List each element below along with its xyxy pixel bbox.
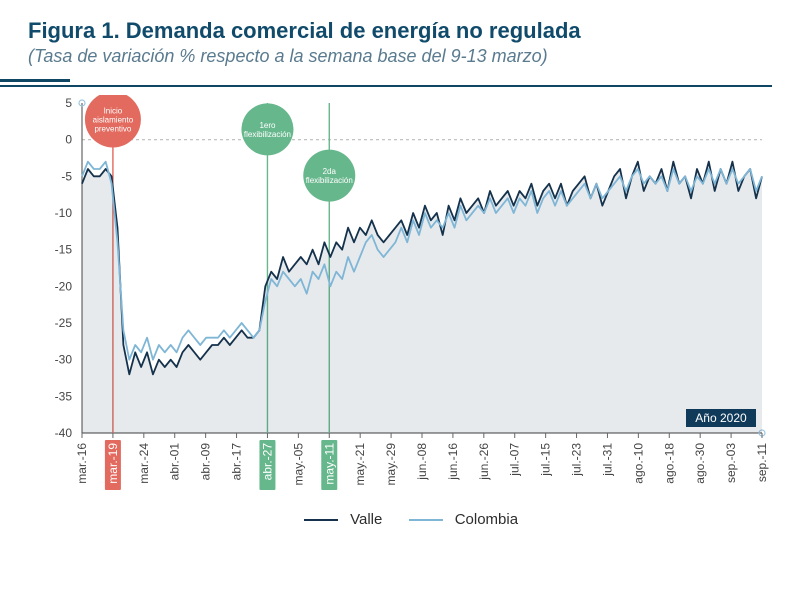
chart-subtitle: (Tasa de variación % respecto a la seman…	[28, 46, 772, 67]
svg-text:-35: -35	[55, 389, 73, 403]
svg-text:sep.-11: sep.-11	[755, 443, 769, 482]
svg-text:Año 2020: Año 2020	[695, 411, 747, 425]
svg-text:abr.-27: abr.-27	[260, 443, 274, 481]
legend-label-valle: Valle	[350, 511, 382, 528]
chart-title: Figura 1. Demanda comercial de energía n…	[28, 18, 772, 44]
svg-text:-20: -20	[55, 279, 73, 293]
svg-text:jul.-07: jul.-07	[508, 443, 522, 477]
svg-text:abr.-17: abr.-17	[230, 443, 244, 481]
svg-text:ago.-30: ago.-30	[693, 443, 707, 484]
svg-text:aislamiento: aislamiento	[93, 116, 134, 125]
svg-text:-5: -5	[61, 169, 72, 183]
svg-text:jul.-31: jul.-31	[600, 443, 614, 477]
energy-demand-chart: 5 0 -5 -10 -15 -20 -25 -30 -35 -40mar.-16 mar.-19 m…	[28, 95, 772, 505]
svg-text:flexibilización: flexibilización	[306, 176, 353, 185]
svg-text:-15: -15	[55, 243, 73, 257]
svg-text:-40: -40	[55, 426, 73, 440]
svg-text:jun.-08: jun.-08	[415, 443, 429, 481]
svg-text:jul.-15: jul.-15	[539, 443, 553, 477]
svg-text:abr.-01: abr.-01	[168, 443, 182, 481]
svg-text:1ero: 1ero	[259, 121, 276, 130]
svg-text:sep.-03: sep.-03	[724, 443, 738, 483]
svg-text:ago.-10: ago.-10	[631, 443, 645, 484]
svg-text:abr.-09: abr.-09	[199, 443, 213, 481]
svg-text:-10: -10	[55, 206, 73, 220]
svg-text:mar.-16: mar.-16	[75, 443, 89, 484]
svg-text:ago.-18: ago.-18	[662, 443, 676, 484]
svg-text:2da: 2da	[323, 167, 337, 176]
svg-text:mar.-19: mar.-19	[106, 443, 120, 484]
chart-legend: Valle Colombia	[28, 511, 772, 528]
svg-text:jul.-23: jul.-23	[570, 443, 584, 477]
svg-text:mar.-24: mar.-24	[137, 443, 151, 484]
legend-swatch-colombia	[409, 519, 443, 521]
legend-label-colombia: Colombia	[455, 511, 518, 528]
svg-text:may.-21: may.-21	[353, 443, 367, 486]
svg-text:flexibilización: flexibilización	[244, 130, 291, 139]
title-rule	[28, 75, 772, 89]
legend-swatch-valle	[304, 519, 338, 521]
svg-text:preventivo: preventivo	[94, 125, 131, 134]
svg-text:-25: -25	[55, 316, 73, 330]
svg-text:0: 0	[65, 133, 72, 147]
svg-text:may.-29: may.-29	[384, 443, 398, 486]
svg-text:5: 5	[65, 96, 72, 110]
svg-text:jun.-16: jun.-16	[446, 443, 460, 481]
svg-text:may.-11: may.-11	[322, 443, 336, 485]
svg-text:-30: -30	[55, 353, 73, 367]
svg-text:jun.-26: jun.-26	[477, 443, 491, 481]
svg-text:Inicio: Inicio	[104, 107, 123, 116]
svg-text:may.-05: may.-05	[291, 443, 305, 486]
